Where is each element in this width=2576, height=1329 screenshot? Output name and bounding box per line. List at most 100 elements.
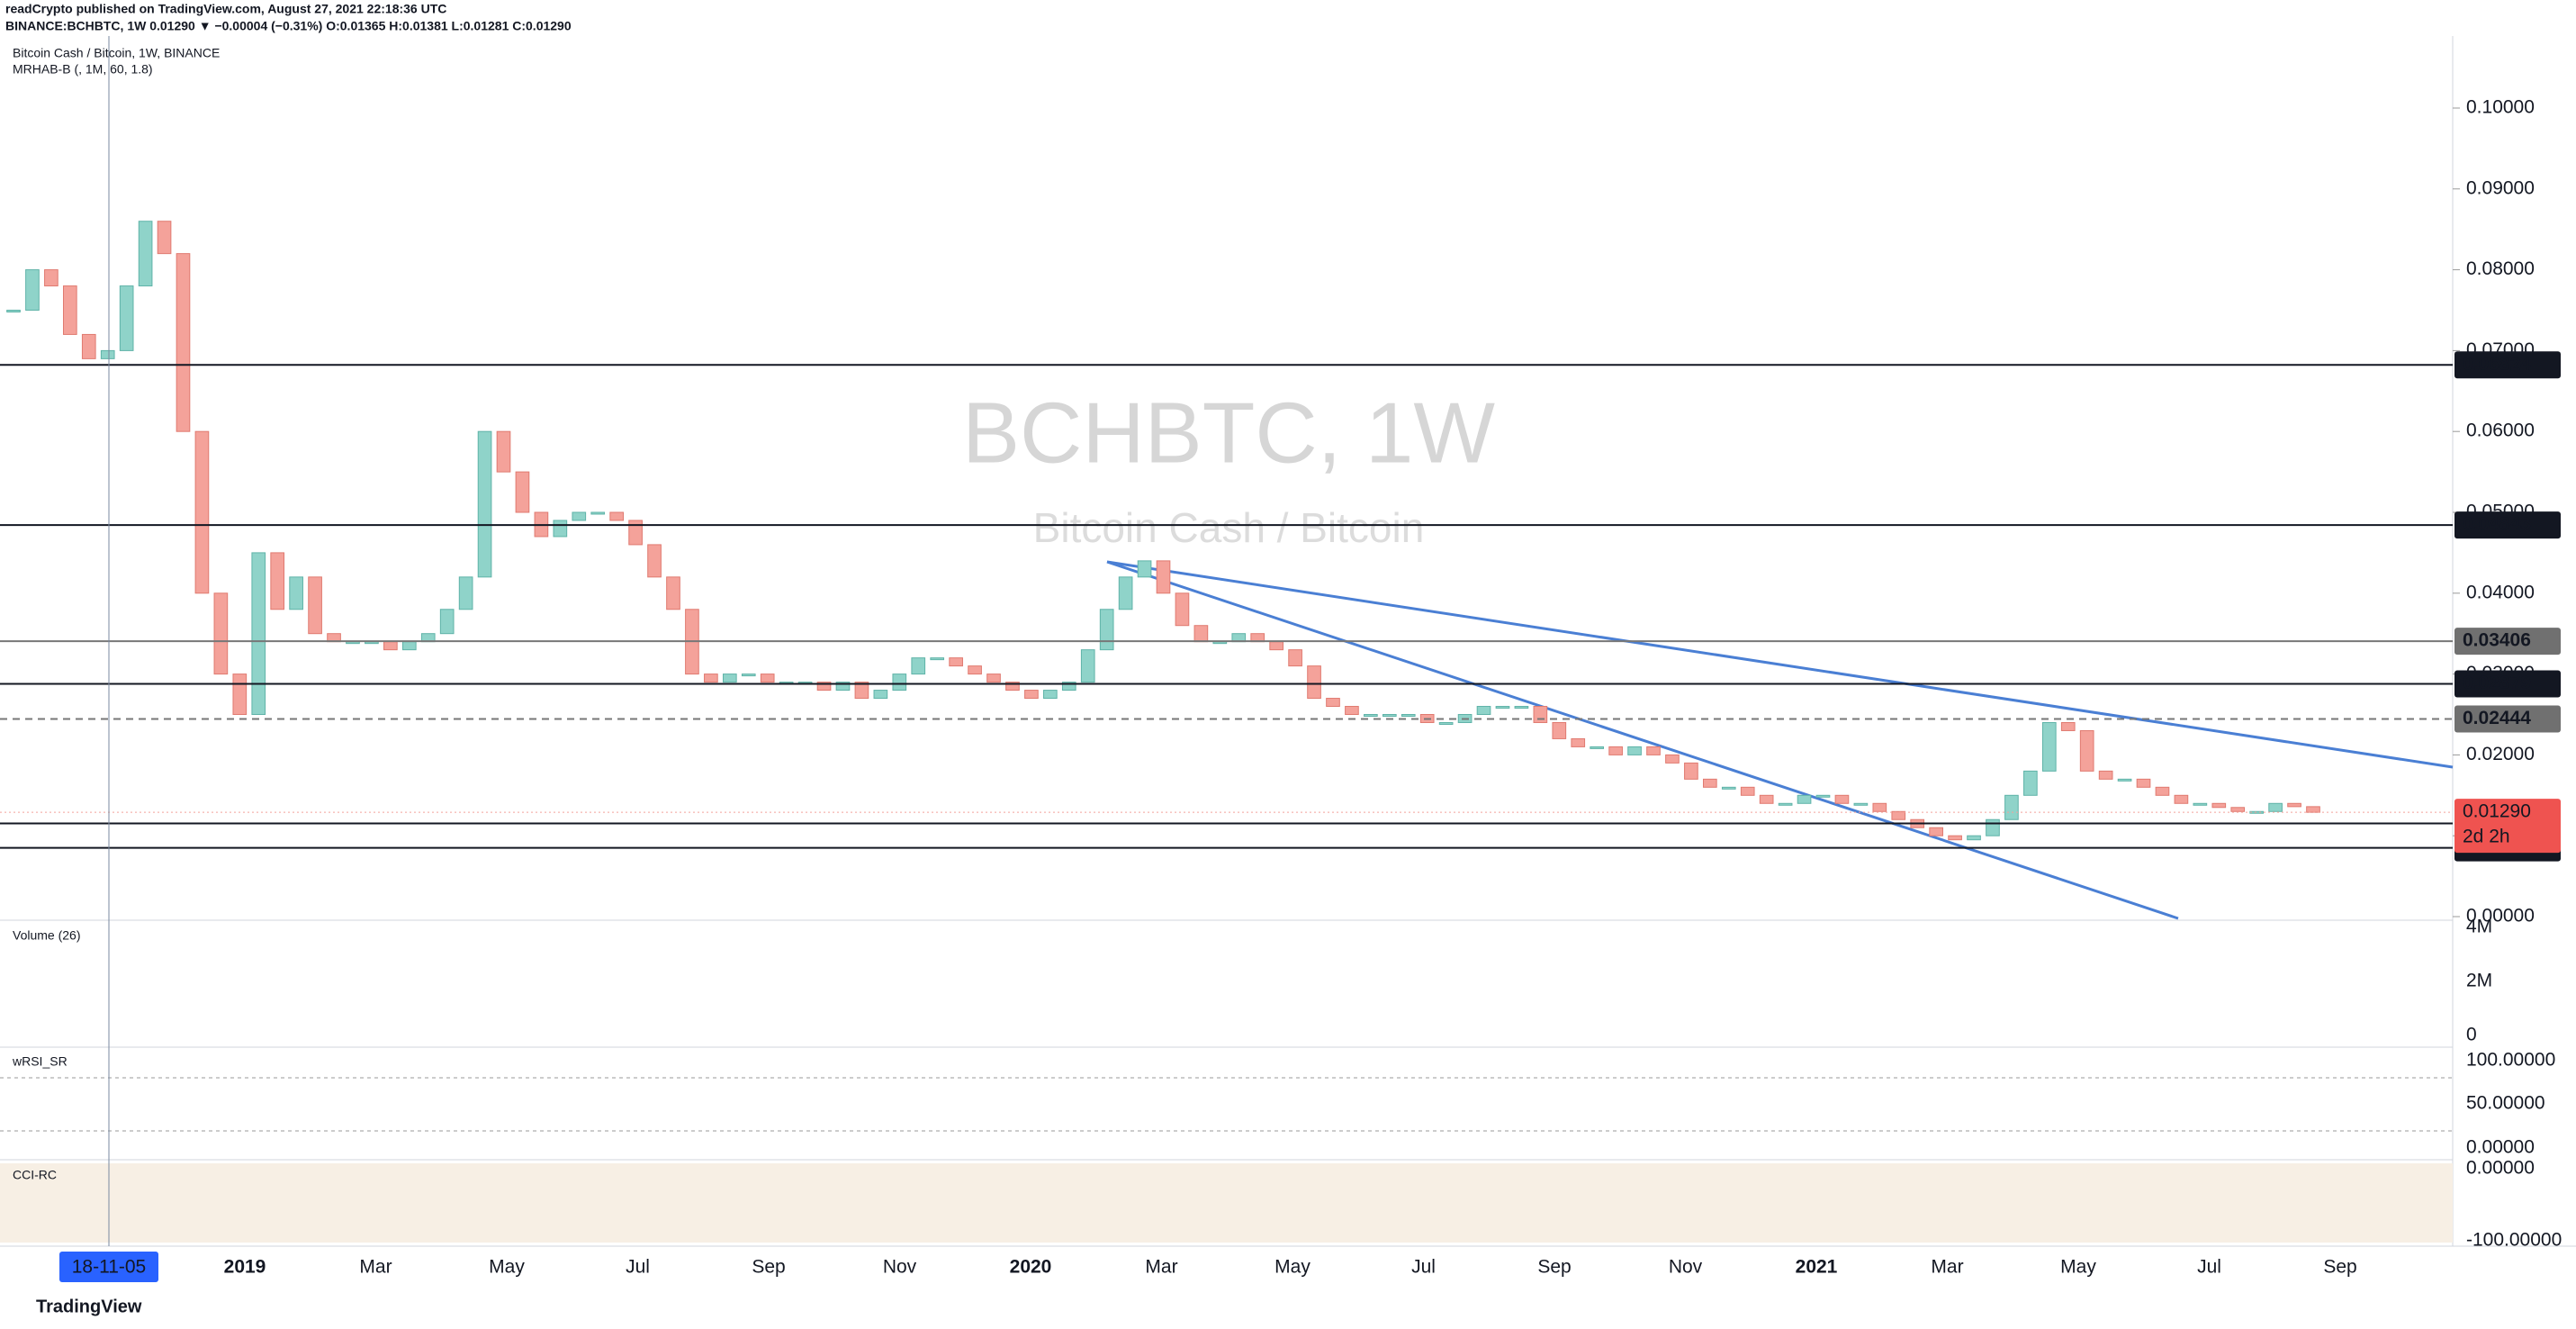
candle bbox=[496, 430, 511, 473]
candle bbox=[1476, 706, 1491, 716]
candle bbox=[1043, 690, 1058, 700]
candle bbox=[119, 285, 134, 351]
y-tick-label: 0.08000 bbox=[2466, 258, 2535, 279]
candle bbox=[968, 665, 982, 675]
trend-line bbox=[1106, 560, 2454, 769]
candle bbox=[1986, 818, 2000, 836]
watermark: BCHBTC, 1W bbox=[962, 384, 1495, 481]
candle bbox=[1948, 835, 1962, 841]
x-tick-label: Jul bbox=[626, 1257, 650, 1278]
candle bbox=[270, 552, 285, 610]
candle bbox=[1401, 714, 1416, 717]
candle bbox=[2117, 778, 2132, 782]
x-tick-label: Sep bbox=[752, 1257, 785, 1278]
watermark: Bitcoin Cash / Bitcoin bbox=[1033, 504, 1425, 551]
y-tick-label: 0.10000 bbox=[2466, 97, 2535, 118]
candle bbox=[2211, 802, 2227, 809]
candle bbox=[138, 221, 153, 287]
candle bbox=[1684, 762, 1698, 780]
volume-title: Volume (26) bbox=[13, 928, 80, 943]
price-tag bbox=[2454, 511, 2561, 539]
candle bbox=[2041, 721, 2057, 772]
y-tick-label: 0.00000 bbox=[2466, 906, 2535, 927]
candle bbox=[1326, 698, 1340, 708]
candle bbox=[81, 333, 96, 359]
candle bbox=[854, 682, 869, 700]
cursor-label: 18-11-05 bbox=[72, 1257, 147, 1278]
candle bbox=[1571, 737, 1586, 747]
price-tag bbox=[2454, 705, 2561, 733]
candle bbox=[1024, 690, 1039, 700]
candle bbox=[2268, 802, 2283, 812]
y-tick-label: 0.02000 bbox=[2466, 744, 2535, 764]
candle bbox=[609, 511, 624, 521]
x-tick-label: 2021 bbox=[1796, 1257, 1838, 1278]
x-tick-label: 2020 bbox=[1010, 1257, 1052, 1278]
candle bbox=[1382, 714, 1397, 717]
candle bbox=[1590, 746, 1605, 749]
candle bbox=[157, 221, 172, 255]
candle bbox=[176, 253, 191, 432]
y-tick-label: 0.04000 bbox=[2466, 582, 2535, 602]
candle bbox=[1967, 835, 1981, 841]
candle bbox=[2306, 806, 2320, 813]
candle bbox=[590, 511, 606, 515]
candle bbox=[1853, 802, 1869, 806]
price-tag bbox=[2454, 670, 2561, 698]
candle bbox=[1872, 802, 1887, 812]
x-tick-label: May bbox=[1274, 1257, 1311, 1278]
candle bbox=[100, 349, 115, 359]
candle bbox=[949, 657, 963, 667]
candle bbox=[477, 430, 492, 578]
candle bbox=[1552, 721, 1567, 739]
candle bbox=[1834, 794, 1850, 804]
candle bbox=[194, 430, 210, 594]
brand: TradingView bbox=[36, 1297, 142, 1316]
candle bbox=[2174, 794, 2189, 804]
symbol-line: BINANCE:BCHBTC, 1W 0.01290 ▼ −0.00004 (−… bbox=[5, 19, 572, 33]
candle bbox=[1533, 706, 1548, 723]
candle bbox=[1721, 786, 1736, 790]
candle bbox=[2023, 770, 2038, 796]
x-tick-label: Nov bbox=[883, 1257, 917, 1278]
candle bbox=[1193, 625, 1209, 643]
pane-tick-label: 50.00000 bbox=[2466, 1093, 2545, 1114]
candle bbox=[2287, 802, 2301, 808]
y-tick-label: 0.06000 bbox=[2466, 420, 2535, 441]
y-tick-label: 0.09000 bbox=[2466, 177, 2535, 198]
cci-band bbox=[0, 1163, 2453, 1243]
candle bbox=[1627, 746, 1642, 755]
candle bbox=[647, 544, 662, 578]
candle bbox=[892, 674, 907, 692]
candle bbox=[1759, 794, 1774, 804]
candle bbox=[835, 682, 851, 692]
rsi-title: wRSI_SR bbox=[12, 1054, 68, 1069]
x-tick-label: Mar bbox=[359, 1257, 392, 1278]
x-tick-label: Sep bbox=[1537, 1257, 1571, 1278]
candle bbox=[986, 674, 1001, 683]
candle bbox=[1345, 706, 1359, 716]
x-tick-label: Mar bbox=[1145, 1257, 1177, 1278]
x-tick-label: Jul bbox=[1411, 1257, 1436, 1278]
candle bbox=[515, 471, 530, 513]
candle bbox=[44, 269, 59, 287]
candle bbox=[666, 576, 680, 610]
candle bbox=[1364, 714, 1378, 717]
candle bbox=[760, 674, 775, 683]
candle bbox=[1740, 786, 1755, 796]
candle bbox=[1703, 778, 1717, 788]
candle bbox=[2230, 807, 2246, 812]
candle bbox=[1438, 721, 1454, 725]
x-tick-label: Mar bbox=[1931, 1257, 1963, 1278]
candle bbox=[1495, 706, 1510, 710]
price-tag-label: 0.03406 bbox=[2463, 630, 2531, 651]
candle bbox=[741, 674, 756, 677]
candle bbox=[572, 511, 587, 521]
countdown: 2d 2h bbox=[2463, 827, 2510, 847]
publisher: readCrypto published on TradingView.com,… bbox=[5, 2, 446, 16]
pane-tick-label: 2M bbox=[2466, 971, 2492, 991]
candle bbox=[1005, 682, 1020, 692]
candle bbox=[2004, 794, 2019, 820]
